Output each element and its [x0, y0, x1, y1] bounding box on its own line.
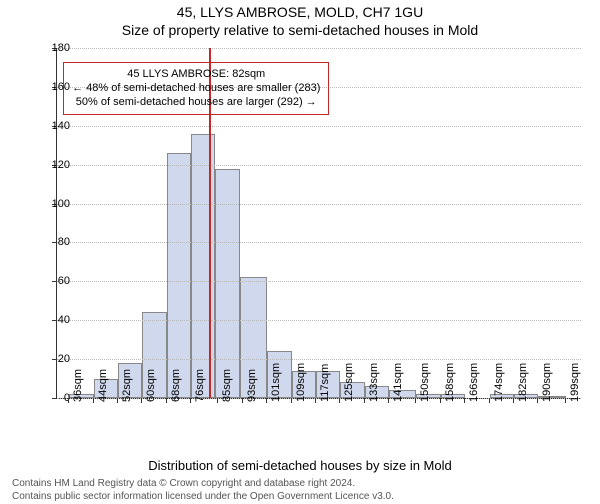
gridline [57, 320, 581, 321]
y-tick-label: 160 [44, 81, 70, 93]
gridline [57, 281, 581, 282]
annotation-box: 45 LLYS AMBROSE: 82sqm← 48% of semi-deta… [63, 62, 329, 115]
x-tick-label: 199sqm [569, 363, 581, 402]
x-tick-label: 76sqm [194, 369, 206, 402]
x-tick-label: 60sqm [145, 369, 157, 402]
gridline [57, 165, 581, 166]
x-tick-label: 52sqm [121, 369, 133, 402]
x-tick-label: 125sqm [343, 363, 355, 402]
x-tick-label: 93sqm [246, 369, 258, 402]
attribution: Contains HM Land Registry data © Crown c… [0, 477, 600, 503]
x-tick-label: 117sqm [319, 364, 331, 402]
chart-area: Number of semi-detached properties 45 LL… [0, 42, 600, 462]
x-tick-label: 150sqm [419, 363, 431, 402]
y-tick-label: 120 [44, 159, 70, 171]
y-tick-label: 0 [44, 392, 70, 404]
annotation-line1: 45 LLYS AMBROSE: 82sqm [72, 67, 320, 81]
gridline [57, 204, 581, 205]
y-tick-label: 100 [44, 198, 70, 210]
gridline [57, 126, 581, 127]
x-tick-label: 68sqm [170, 369, 182, 402]
y-tick-label: 80 [44, 236, 70, 248]
x-tick-label: 85sqm [221, 369, 233, 402]
x-tick-label: 166sqm [468, 363, 480, 402]
x-tick-label: 36sqm [72, 369, 84, 402]
x-tick-label: 133sqm [368, 363, 380, 402]
plot-area: 45 LLYS AMBROSE: 82sqm← 48% of semi-deta… [56, 48, 581, 399]
y-tick-label: 20 [44, 353, 70, 365]
x-tick-label: 141sqm [392, 363, 404, 402]
histogram-bar [167, 153, 191, 398]
chart-title-line2: Size of property relative to semi-detach… [0, 22, 600, 38]
annotation-line3: 50% of semi-detached houses are larger (… [72, 95, 320, 109]
y-tick-label: 140 [44, 120, 70, 132]
gridline [57, 359, 581, 360]
y-tick-label: 180 [44, 42, 70, 54]
x-tick-label: 44sqm [97, 369, 109, 402]
gridline [57, 242, 581, 243]
attribution-line1: Contains HM Land Registry data © Crown c… [12, 477, 600, 490]
x-tick-label: 158sqm [444, 363, 456, 402]
chart-title-line1: 45, LLYS AMBROSE, MOLD, CH7 1GU [0, 4, 600, 20]
x-tick-label: 101sqm [270, 363, 282, 402]
gridline [57, 48, 581, 49]
attribution-line2: Contains public sector information licen… [12, 490, 600, 503]
x-tick-label: 182sqm [517, 363, 529, 402]
y-tick-label: 60 [44, 275, 70, 287]
x-tick-label: 109sqm [295, 363, 307, 402]
annotation-line2: ← 48% of semi-detached houses are smalle… [72, 81, 320, 95]
x-tick-label: 190sqm [541, 363, 553, 402]
y-tick-label: 40 [44, 314, 70, 326]
x-tick-label: 174sqm [493, 363, 505, 402]
